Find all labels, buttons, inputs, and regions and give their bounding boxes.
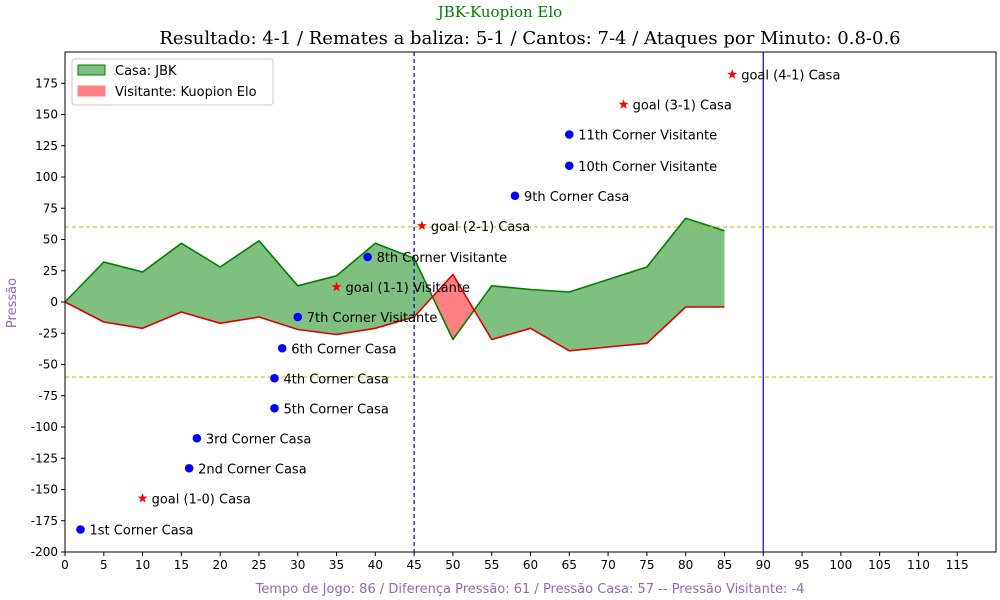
event-label: 11th Corner Visitante (578, 129, 717, 144)
legend: Casa: JBK Visitante: Kuopion Elo (71, 58, 274, 106)
legend-swatch-casa (77, 64, 106, 76)
event-label: 2nd Corner Casa (198, 462, 307, 477)
chart-title: Resultado: 4-1 / Remates a baliza: 5-1 /… (159, 28, 900, 49)
x-tick-label: 25 (251, 558, 266, 572)
y-tick-label: -125 (31, 451, 58, 465)
corner-marker (192, 433, 202, 443)
y-tick-label: -200 (31, 545, 58, 559)
event-label: goal (2-1) Casa (431, 220, 530, 235)
x-tick-label: 90 (756, 558, 771, 572)
x-tick-label: 40 (368, 558, 383, 572)
event-label: goal (3-1) Casa (633, 99, 732, 114)
y-tick-label: 25 (43, 264, 58, 278)
x-tick-label: 0 (61, 558, 69, 572)
fill-casa-region-2 (474, 218, 725, 351)
plot-area (64, 52, 996, 552)
corner-marker (277, 343, 287, 353)
y-tick-label: -25 (38, 326, 58, 340)
y-tick-label: 75 (43, 201, 58, 215)
x-tick-label: 85 (717, 558, 732, 572)
event-label: 6th Corner Casa (291, 342, 396, 357)
y-tick-label: 175 (35, 76, 58, 90)
y-tick-label: -150 (31, 483, 58, 497)
x-tick-label: 100 (829, 558, 852, 572)
y-tick-label: -175 (31, 514, 58, 528)
x-tick-label: 45 (406, 558, 421, 572)
legend-label-casa: Casa: JBK (115, 64, 177, 79)
x-tick-label: 35 (329, 558, 344, 572)
x-tick-label: 15 (174, 558, 189, 572)
corner-marker (564, 130, 574, 139)
y-tick-label: 100 (35, 170, 58, 184)
x-tick-label: 10 (135, 558, 150, 572)
x-tick-label: 65 (562, 558, 577, 572)
x-tick-label: 105 (868, 558, 891, 572)
x-tick-label: 55 (484, 558, 499, 572)
goal-marker (331, 281, 342, 292)
event-label: 3rd Corner Casa (206, 432, 311, 447)
goal-marker (416, 220, 427, 230)
x-tick-label: 70 (600, 558, 615, 572)
legend-frame (71, 58, 274, 106)
x-tick-label: 75 (639, 558, 654, 572)
goal-marker (618, 99, 629, 109)
fill-casa-region-0 (65, 240, 433, 335)
x-tick-label: 95 (794, 558, 809, 572)
event-label: goal (4-1) Casa (741, 69, 840, 84)
x-tick-label: 5 (100, 558, 108, 572)
event-label: 1st Corner Casa (90, 524, 194, 539)
event-label: goal (1-0) Casa (152, 492, 251, 507)
x-tick-label: 50 (445, 558, 460, 572)
event-label: 5th Corner Casa (283, 402, 388, 417)
goal-marker (727, 69, 738, 79)
chart-suptitle: JBK-Kuopion Elo (436, 3, 562, 21)
y-tick-label: -50 (38, 358, 58, 372)
event-label: 4th Corner Casa (283, 372, 388, 387)
corner-marker (184, 463, 194, 473)
corner-marker (510, 191, 520, 201)
x-tick-label: 30 (290, 558, 305, 572)
x-tick-label: 80 (678, 558, 693, 572)
event-label: goal (1-1) Visitante (346, 281, 470, 296)
annotations: 1st Corner Casa goal (1-0) Casa 2nd Corner… (76, 69, 840, 539)
event-label: 9th Corner Casa (524, 190, 629, 205)
y-axis-label: Pressão (5, 278, 20, 328)
y-tick-label: 0 (50, 295, 58, 309)
legend-label-visitante: Visitante: Kuopion Elo (115, 85, 257, 100)
corner-marker (363, 252, 372, 262)
x-tick-label: 115 (946, 558, 969, 572)
y-tick-label: -100 (31, 420, 58, 434)
legend-swatch-visitante (77, 85, 106, 97)
x-tick-label: 110 (907, 558, 930, 572)
y-tick-label: 150 (35, 108, 58, 122)
corner-marker (76, 525, 85, 534)
y-tick-label: -75 (38, 389, 58, 403)
y-tick-label: 125 (35, 139, 58, 153)
axis-ticks: 0 5 10 15 20 25 30 35 40 45 50 55 60 65 70 75 80 85 90 95 10… (31, 76, 969, 572)
event-label: 8th Corner Visitante (377, 251, 508, 266)
event-label: 7th Corner Visitante (307, 311, 438, 326)
corner-marker (564, 161, 574, 171)
series-line-visitante (64, 273, 725, 352)
x-tick-label: 60 (523, 558, 538, 572)
y-tick-label: 50 (43, 233, 58, 247)
corner-marker (293, 312, 303, 322)
corner-marker (270, 403, 279, 413)
event-label: 10th Corner Visitante (578, 160, 717, 175)
x-tick-label: 20 (213, 558, 228, 572)
corner-marker (270, 373, 279, 383)
x-axis-label: Tempo de Jogo: 86 / Diferença Pressão: 6… (255, 582, 805, 597)
goal-marker (137, 493, 148, 503)
series-line-casa (64, 217, 725, 341)
